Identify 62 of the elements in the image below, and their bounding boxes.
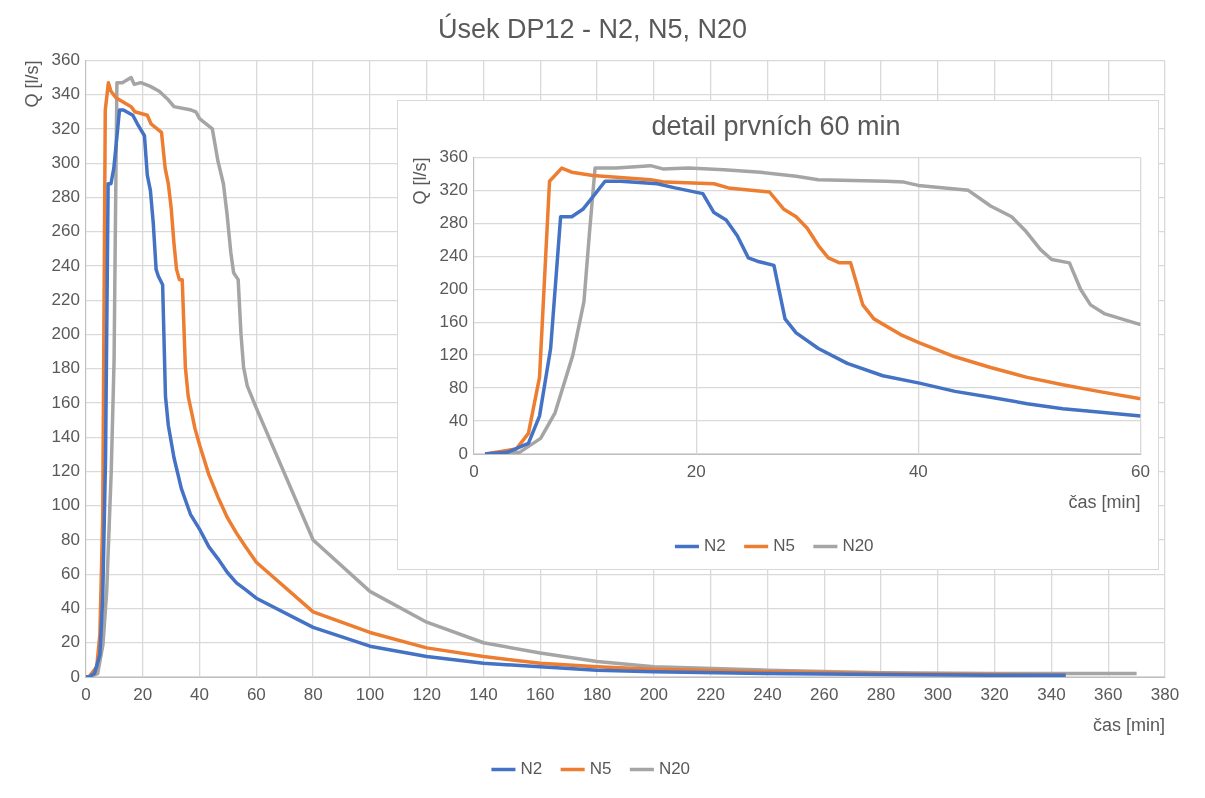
- x-tick-label: 300: [923, 684, 953, 704]
- y-tick-label: 300: [51, 152, 80, 172]
- y-tick-label: 280: [439, 213, 468, 232]
- legend-label: N2: [703, 536, 726, 556]
- y-tick-label: 60: [61, 563, 80, 583]
- x-tick-label: 220: [696, 684, 725, 704]
- x-tick-label: 160: [526, 684, 555, 704]
- y-axis-title: Q [l/s]: [21, 60, 42, 108]
- chart-title: Úsek DP12 - N2, N5, N20: [437, 12, 748, 44]
- x-tick-label: 340: [1037, 684, 1066, 704]
- y-tick-label: 200: [439, 278, 468, 298]
- y-tick-label: 140: [51, 426, 80, 446]
- y-tick-label: 80: [61, 529, 80, 549]
- y-tick-label: 360: [439, 147, 468, 167]
- y-tick-label: 40: [61, 598, 80, 618]
- x-tick-label: 180: [582, 684, 612, 704]
- y-tick-label: 160: [439, 311, 468, 331]
- x-tick-label: 20: [133, 684, 153, 704]
- legend-label: N20: [842, 536, 874, 556]
- x-tick-label: 120: [412, 684, 441, 704]
- legend-label: N5: [773, 536, 795, 556]
- x-tick-label: 280: [866, 684, 896, 704]
- y-tick-label: 100: [51, 495, 80, 515]
- y-tick-label: 240: [439, 245, 468, 265]
- x-tick-label: 60: [246, 684, 266, 704]
- y-tick-label: 240: [51, 255, 80, 275]
- y-tick-label: 0: [458, 443, 468, 463]
- x-axis-title: čas [min]: [1092, 715, 1165, 736]
- x-tick-label: 260: [810, 684, 839, 704]
- x-tick-label: 360: [1094, 684, 1123, 704]
- x-tick-label: 240: [753, 684, 782, 704]
- y-tick-label: 320: [51, 118, 80, 138]
- y-tick-label: 200: [51, 324, 80, 344]
- y-tick-label: 180: [51, 358, 80, 378]
- x-tick-label: 60: [1131, 461, 1151, 481]
- x-tick-label: 320: [980, 684, 1009, 704]
- y-tick-label: 160: [51, 392, 80, 412]
- y-tick-label: 260: [51, 221, 80, 241]
- x-tick-label: 80: [303, 684, 323, 704]
- x-tick-label: 40: [190, 684, 210, 704]
- x-axis-title: čas [min]: [1068, 492, 1141, 513]
- y-tick-label: 360: [51, 50, 80, 70]
- y-tick-label: 120: [439, 344, 468, 364]
- y-tick-label: 340: [51, 84, 80, 104]
- x-tick-label: 200: [639, 684, 669, 704]
- y-tick-label: 280: [51, 187, 80, 207]
- y-tick-label: 20: [61, 632, 80, 652]
- x-tick-label: 380: [1150, 684, 1180, 704]
- x-tick-label: 140: [469, 684, 498, 704]
- chart-title: detail prvních 60 min: [651, 110, 901, 141]
- y-tick-label: 40: [449, 410, 468, 430]
- legend-label: N2: [520, 759, 543, 779]
- legend-label: N20: [658, 759, 691, 779]
- y-tick-label: 80: [449, 377, 468, 397]
- x-tick-label: 100: [355, 684, 385, 704]
- x-tick-label: 40: [908, 461, 928, 481]
- x-tick-label: 20: [686, 461, 706, 481]
- y-tick-label: 320: [439, 180, 468, 200]
- y-axis-title: Q [l/s]: [409, 157, 430, 205]
- y-tick-label: 220: [51, 289, 80, 309]
- legend-label: N5: [589, 759, 612, 779]
- y-tick-label: 0: [70, 666, 80, 686]
